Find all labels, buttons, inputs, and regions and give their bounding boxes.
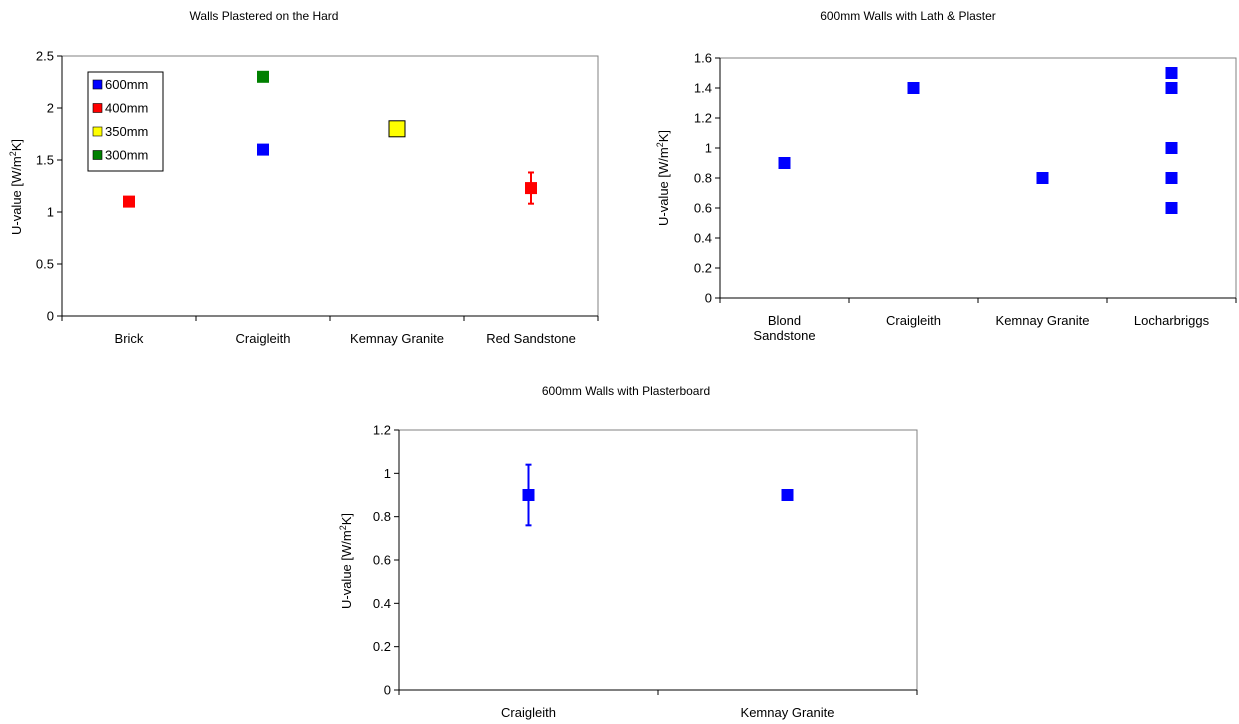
data-point (257, 70, 269, 83)
x-tick-label: Craigleith (886, 313, 941, 328)
data-point (907, 82, 920, 94)
y-tick-label: 2.5 (36, 49, 54, 64)
data-point (123, 195, 135, 208)
y-tick-label: 1 (384, 466, 391, 481)
data-point (388, 120, 406, 138)
data-point (525, 182, 537, 195)
x-tick-label: Locharbriggs (1134, 313, 1210, 328)
plot-area: 0 0.5 1 1.5 2 2.5 Brick Craigleith Kemnay Granit… (36, 49, 599, 346)
y-tick-label: 0.4 (373, 596, 391, 611)
plot-frame (398, 429, 918, 691)
y-tick-label: 1 (47, 205, 54, 220)
y-tick-label: 0.5 (36, 257, 54, 272)
data-point (1165, 172, 1178, 184)
x-tick-label: Red Sandstone (486, 331, 576, 346)
y-tick-label: 0.2 (373, 639, 391, 654)
y-tick-label: 0.6 (373, 553, 391, 568)
chart-title: 600mm Walls with Plasterboard (542, 384, 710, 398)
chart-title: Walls Plastered on the Hard (190, 9, 339, 23)
legend-swatch (92, 79, 103, 90)
data-point (1165, 67, 1178, 79)
y-axis-label: U-value [W/m2K] (8, 139, 24, 235)
plot-area: 0 0.2 0.4 0.6 0.8 1 1.2 1.4 1.6 Blond Sandstone Cra… (694, 51, 1237, 343)
y-tick-label: 1.2 (694, 111, 712, 126)
y-tick-label: 0.6 (694, 201, 712, 216)
y-tick-label: 2 (47, 101, 54, 116)
data-point (781, 489, 794, 501)
plot-frame (719, 57, 1237, 299)
y-tick-label: 1.2 (373, 423, 391, 438)
legend-swatch (92, 103, 103, 113)
legend-label: 600mm (105, 77, 148, 92)
x-tick-label: Blond Sandstone (753, 313, 815, 343)
x-tick-label: Kemnay Granite (741, 705, 835, 720)
legend-label: 350mm (105, 124, 148, 139)
x-tick-label: Kemnay Granite (996, 313, 1090, 328)
y-tick-label: 1.4 (694, 81, 712, 96)
data-point (1165, 202, 1178, 214)
legend-label: 300mm (105, 148, 148, 163)
y-tick-label: 0.8 (373, 509, 391, 524)
data-point (257, 143, 269, 156)
data-point (778, 157, 791, 169)
y-tick-label: 0.8 (694, 171, 712, 186)
plot-area: 0 0.2 0.4 0.6 0.8 1 1.2 Craigleith Kemnay Granit… (373, 423, 918, 720)
legend-swatch (92, 150, 103, 160)
y-axis-label: U-value [W/m2K] (338, 513, 354, 609)
y-tick-label: 0.4 (694, 231, 712, 246)
data-point (1165, 142, 1178, 154)
x-tick-label: Craigleith (236, 331, 291, 346)
chart-plasterboard: 600mm Walls with Plasterboard U-value [W… (338, 384, 918, 720)
y-tick-label: 1.6 (694, 51, 712, 66)
data-point (1036, 172, 1049, 184)
y-tick-label: 0 (705, 291, 712, 306)
chart-walls-plastered: Walls Plastered on the Hard U-value [W/m… (8, 9, 599, 346)
y-tick-label: 0 (384, 683, 391, 698)
data-point (522, 489, 535, 501)
x-tick-label: Craigleith (501, 705, 556, 720)
legend-label: 400mm (105, 101, 148, 116)
y-axis-label: U-value [W/m2K] (655, 130, 671, 226)
x-tick-label: Brick (115, 331, 144, 346)
legend-swatch (92, 126, 103, 137)
y-tick-label: 0.2 (694, 261, 712, 276)
data-point (1165, 82, 1178, 94)
y-tick-label: 1.5 (36, 153, 54, 168)
y-tick-label: 1 (705, 141, 712, 156)
x-tick-label: Kemnay Granite (350, 331, 444, 346)
y-tick-label: 0 (47, 309, 54, 324)
chart-lath-plaster: 600mm Walls with Lath & Plaster U-value … (655, 9, 1237, 343)
chart-title: 600mm Walls with Lath & Plaster (820, 9, 996, 23)
